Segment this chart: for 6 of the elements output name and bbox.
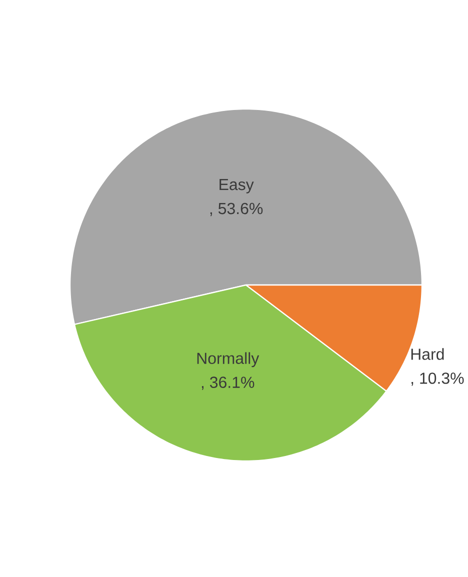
slice-label: Easy: [220, 179, 254, 194]
slice-label: Normally: [197, 352, 260, 368]
data-label: , 10.3%: [412, 372, 464, 386]
data-label: , 36.1%: [202, 376, 254, 390]
data-label: , 53.6%: [210, 202, 263, 216]
slice-label: Hard: [411, 348, 444, 360]
